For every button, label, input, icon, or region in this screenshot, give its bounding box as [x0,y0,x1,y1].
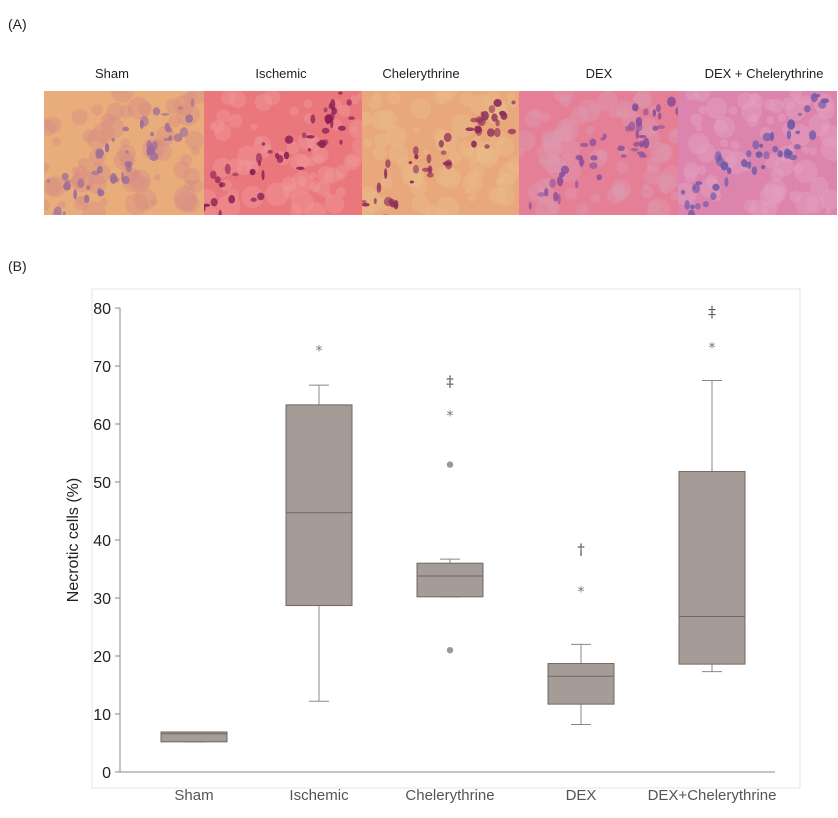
box-iqr [416,562,484,598]
micrograph-strip [44,91,837,215]
x-tick-label: Chelerythrine [405,787,494,804]
micrograph-tile [362,91,519,215]
x-tick-label: DEX [566,787,597,804]
micrograph-tile [204,91,362,215]
micrograph-label: DEX + Chelerythrine [704,66,824,81]
plot-frame [91,288,801,789]
y-tick-label: 50 [93,475,111,492]
y-tick-label: 10 [93,707,111,724]
y-tick-label: 80 [93,301,111,318]
extreme-point: * [316,344,323,360]
y-tick-label: 0 [102,765,111,782]
micrograph-tile [519,91,678,215]
y-tick-label: 60 [93,417,111,434]
y-tick-label: 70 [93,359,111,376]
panel-a-label: (A) [8,16,27,32]
outlier-point [446,647,454,654]
extreme-point: * [578,584,585,600]
y-tick-label: 20 [93,649,111,666]
extreme-point: * [709,341,716,357]
significance-marker: ‡ [708,303,716,321]
significance-marker: ‡ [446,373,454,391]
box-iqr [285,404,353,607]
y-tick-label: 40 [93,533,111,550]
y-tick-label: 30 [93,591,111,608]
extreme-point: * [447,409,454,425]
x-tick-label: Sham [174,787,213,804]
micrograph-label: Sham [95,66,129,81]
box-iqr [678,471,746,665]
micrograph-tile [44,91,204,215]
significance-marker: † [577,541,585,559]
y-axis-label: Necrotic cells (%) [65,478,82,602]
panel-b-label: (B) [8,258,27,274]
box-iqr [160,731,228,743]
x-tick-label: Ischemic [289,787,349,804]
outlier-point [446,461,454,468]
micrograph-label: Chelerythrine [382,66,460,81]
micrograph-label: Ischemic [255,66,307,81]
box-iqr [547,663,615,705]
micrograph-label: DEX [585,66,613,81]
x-tick-label: DEX+Chelerythrine [648,787,777,804]
micrograph-tile [678,91,837,215]
